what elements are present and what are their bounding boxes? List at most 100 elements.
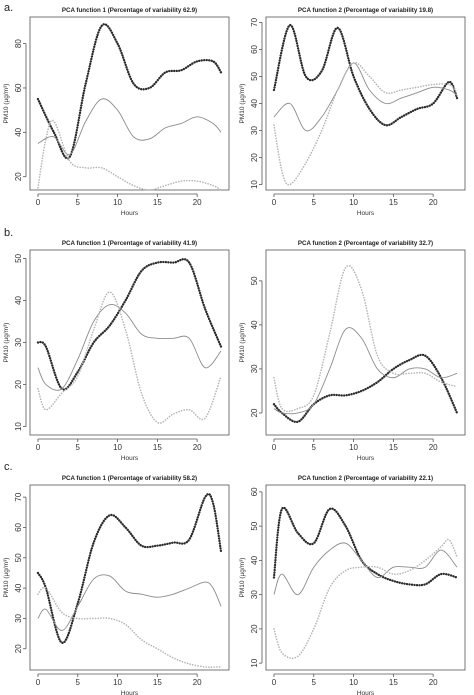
charts-group: PCA function 1 (Percentage of variabilit… [3, 7, 466, 695]
chart-6: PCA function 2 (Percentage of variabilit… [239, 475, 466, 695]
plot-frame [265, 16, 466, 191]
chart-3: PCA function 1 (Percentage of variabilit… [3, 240, 230, 462]
plot-frame [29, 16, 230, 191]
x-tick-label: 15 [389, 198, 398, 207]
y-tick-label: 30 [250, 590, 259, 599]
y-tick-label: 20 [14, 380, 23, 389]
panel-label-c: c. [4, 461, 13, 473]
x-tick-label: 0 [272, 198, 277, 207]
x-tick-label: 10 [349, 443, 358, 452]
y-tick-label: 10 [14, 422, 23, 431]
x-axis-label: Hours [121, 690, 139, 695]
series-line-faint [37, 291, 222, 424]
series-line-dotted [272, 23, 459, 127]
chart-1: PCA function 1 (Percentage of variabilit… [3, 7, 230, 217]
plot-frame [29, 249, 230, 436]
series-line-faint [273, 265, 458, 413]
x-axis-label: Hours [357, 690, 375, 695]
x-tick-label: 20 [429, 443, 438, 452]
chart-title: PCA function 1 (Percentage of variabilit… [62, 7, 197, 14]
x-tick-label: 15 [153, 198, 162, 207]
plot-frame [29, 484, 230, 671]
y-tick-label: 40 [250, 99, 259, 108]
x-axis-label: Hours [121, 455, 139, 462]
y-tick-label: 50 [250, 521, 259, 530]
y-tick-label: 60 [14, 522, 23, 531]
chart-title: PCA function 1 (Percentage of variabilit… [62, 475, 197, 482]
x-tick-label: 10 [349, 678, 358, 687]
y-axis-label: PM10 (µg/m³) [239, 323, 246, 363]
y-tick-label: 60 [14, 83, 23, 92]
series-line-solid [37, 303, 222, 391]
series-line-dotted [272, 506, 459, 587]
series-line-faint [37, 586, 222, 668]
x-tick-label: 5 [312, 678, 317, 687]
y-axis-label: PM10 (µg/m³) [3, 558, 10, 598]
x-tick-label: 0 [36, 443, 41, 452]
y-tick-label: 50 [250, 276, 259, 285]
x-tick-label: 20 [193, 678, 202, 687]
y-tick-label: 70 [250, 17, 259, 26]
x-tick-label: 20 [429, 678, 438, 687]
x-axis-label: Hours [357, 455, 375, 462]
series-line-solid [273, 542, 458, 596]
y-tick-label: 50 [250, 71, 259, 80]
y-tick-label: 40 [250, 555, 259, 564]
y-tick-label: 20 [250, 624, 259, 633]
x-tick-label: 15 [389, 443, 398, 452]
series-line-dotted [36, 258, 223, 391]
x-tick-label: 5 [76, 443, 81, 452]
series-line-dotted [36, 23, 223, 160]
series-line-faint [273, 61, 458, 186]
y-tick-label: 40 [14, 583, 23, 592]
x-tick-label: 5 [312, 443, 317, 452]
x-tick-label: 5 [312, 198, 317, 207]
series-line-faint [37, 119, 222, 191]
series-line-dotted [272, 353, 459, 424]
plot-frame [265, 484, 466, 671]
y-tick-label: 80 [14, 39, 23, 48]
y-tick-label: 40 [14, 295, 23, 304]
y-tick-label: 40 [14, 127, 23, 136]
x-axis-label: Hours [121, 210, 139, 217]
y-tick-label: 10 [250, 658, 259, 667]
x-axis-label: Hours [357, 210, 375, 217]
y-tick-label: 70 [14, 492, 23, 501]
y-axis-label: PM10 (µg/m³) [239, 84, 246, 124]
series-line-faint [273, 538, 458, 659]
chart-5: PCA function 1 (Percentage of variabilit… [3, 475, 230, 695]
x-tick-label: 10 [113, 443, 122, 452]
x-tick-label: 0 [272, 443, 277, 452]
x-tick-label: 0 [36, 678, 41, 687]
x-tick-label: 15 [153, 678, 162, 687]
y-tick-label: 50 [14, 553, 23, 562]
series-line-solid [37, 574, 222, 632]
x-tick-label: 10 [113, 678, 122, 687]
y-axis-label: PM10 (µg/m³) [3, 84, 10, 124]
x-tick-label: 0 [272, 678, 277, 687]
y-tick-label: 60 [250, 487, 259, 496]
y-axis-label: PM10 (µg/m³) [239, 558, 246, 598]
chart-title: PCA function 2 (Percentage of variabilit… [298, 475, 433, 482]
panel-label-b: b. [4, 227, 13, 239]
chart-4: PCA function 2 (Percentage of variabilit… [239, 240, 466, 462]
series-line-solid [37, 98, 222, 156]
y-tick-label: 50 [14, 253, 23, 262]
y-tick-label: 20 [14, 172, 23, 181]
x-tick-label: 15 [153, 443, 162, 452]
y-tick-label: 60 [250, 44, 259, 53]
chart-title: PCA function 2 (Percentage of variabilit… [298, 240, 433, 247]
series-line-dotted [36, 492, 223, 644]
x-tick-label: 10 [349, 198, 358, 207]
y-tick-label: 30 [250, 364, 259, 373]
chart-title: PCA function 2 (Percentage of variabilit… [298, 7, 433, 14]
x-tick-label: 20 [193, 443, 202, 452]
chart-title: PCA function 1 (Percentage of variabilit… [62, 240, 197, 247]
y-tick-label: 10 [250, 180, 259, 189]
x-tick-label: 20 [429, 198, 438, 207]
x-tick-label: 20 [193, 198, 202, 207]
y-tick-label: 20 [250, 153, 259, 162]
y-axis-label: PM10 (µg/m³) [3, 323, 10, 363]
y-tick-label: 40 [250, 320, 259, 329]
